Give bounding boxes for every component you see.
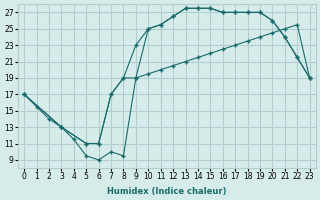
X-axis label: Humidex (Indice chaleur): Humidex (Indice chaleur) [107, 187, 227, 196]
